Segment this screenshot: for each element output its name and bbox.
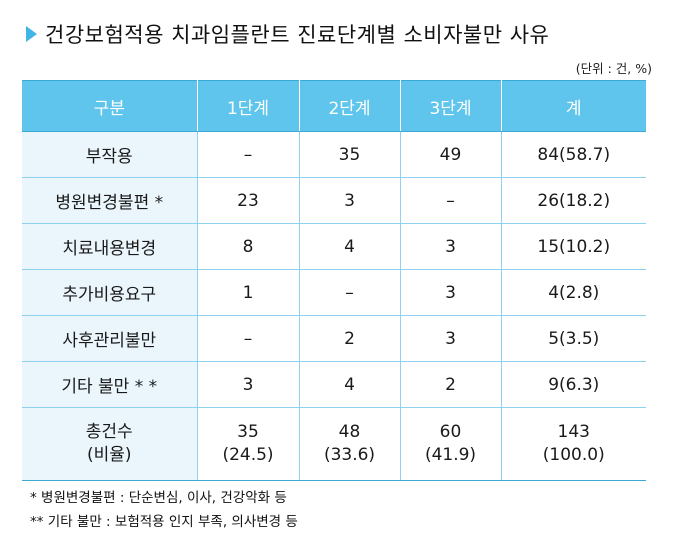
table-cell: 5(3.5)	[500, 315, 646, 362]
table-cell: 4	[298, 223, 400, 270]
table-cell: 4(2.8)	[500, 269, 646, 316]
total-ratio: (100.0)	[542, 445, 605, 465]
table-cell: 3	[399, 269, 501, 316]
table-cell: 3	[399, 315, 501, 362]
table-cell: 3	[196, 361, 299, 408]
unit-note: (단위 : 건, %)	[575, 61, 652, 76]
table-cell: –	[196, 131, 299, 178]
header-category: 구분	[22, 80, 198, 132]
table-cell: –	[298, 269, 400, 316]
table-cell: 9(6.3)	[500, 361, 646, 408]
row-label: 부작용	[22, 131, 197, 178]
footnote-2: ** 기타 불만 : 보험적용 인지 부족, 의사변경 등	[30, 514, 298, 530]
total-stage-3: 60 (41.9)	[399, 407, 501, 481]
table-row: 병원변경불편 * 23 3 – 26(18.2)	[22, 177, 646, 224]
table-cell: 3	[298, 177, 400, 224]
table-cell: 8	[196, 223, 299, 270]
table-cell: 23	[196, 177, 299, 224]
header-stage-2: 2단계	[298, 80, 401, 132]
header-total: 계	[500, 80, 646, 132]
total-count: 48	[338, 422, 361, 443]
footnote-1: * 병원변경불편 : 단순변심, 이사, 건강악화 등	[30, 490, 287, 506]
table-cell: 84(58.7)	[500, 131, 646, 178]
total-ratio: (33.6)	[323, 445, 376, 465]
table-row: 치료내용변경 8 4 3 15(10.2)	[22, 223, 646, 270]
total-label-line: (비율)	[86, 445, 132, 465]
table-cell: 3	[399, 223, 501, 270]
total-row: 총건수 (비율) 35 (24.5) 48 (33.6) 60 (41.9) 1…	[22, 407, 646, 481]
page-title: 건강보험적용 치과임플란트 진료단계별 소비자불만 사유	[45, 23, 550, 47]
table-row: 추가비용요구 1 – 3 4(2.8)	[22, 269, 646, 316]
table-cell: 35	[298, 131, 400, 178]
total-ratio: (24.5)	[222, 445, 274, 465]
title-row: 건강보험적용 치과임플란트 진료단계별 소비자불만 사유	[26, 14, 549, 54]
table-cell: 2	[298, 315, 400, 362]
total-label: 총건수 (비율)	[22, 407, 197, 481]
table-cell: 1	[196, 269, 299, 316]
total-stage-1: 35 (24.5)	[196, 407, 299, 481]
row-label: 사후관리불만	[22, 315, 197, 362]
total-stage-2: 48 (33.6)	[298, 407, 400, 481]
table-cell: 49	[399, 131, 501, 178]
table-row: 기타 불만 * * 3 4 2 9(6.3)	[22, 361, 646, 408]
table-row: 부작용 – 35 49 84(58.7)	[22, 131, 646, 178]
table-cell: 2	[399, 361, 501, 408]
complaint-table: 구분 1단계 2단계 3단계 계 부작용 – 35 49 84(58.7) 병원…	[22, 80, 646, 481]
total-count: 35	[237, 422, 259, 443]
table-row: 사후관리불만 – 2 3 5(3.5)	[22, 315, 646, 362]
total-count: 143	[557, 422, 590, 443]
total-count: 60	[439, 422, 462, 443]
row-label: 병원변경불편 *	[22, 177, 197, 224]
table-cell: 26(18.2)	[500, 177, 646, 224]
row-label: 기타 불만 * *	[22, 361, 197, 408]
triangle-marker-icon	[26, 26, 37, 42]
table-cell: 15(10.2)	[500, 223, 646, 270]
table-cell: –	[399, 177, 501, 224]
row-label: 치료내용변경	[22, 223, 197, 270]
header-stage-3: 3단계	[399, 80, 502, 132]
table-cell: 4	[298, 361, 400, 408]
table-header-row: 구분 1단계 2단계 3단계 계	[22, 80, 646, 132]
total-sum: 143 (100.0)	[500, 407, 646, 481]
row-label: 추가비용요구	[22, 269, 197, 316]
total-label-line: 총건수	[85, 422, 133, 443]
table-cell: –	[196, 315, 299, 362]
header-stage-1: 1단계	[196, 80, 300, 132]
total-ratio: (41.9)	[424, 445, 477, 465]
footnotes: * 병원변경불편 : 단순변심, 이사, 건강악화 등 ** 기타 불만 : 보…	[30, 486, 298, 534]
